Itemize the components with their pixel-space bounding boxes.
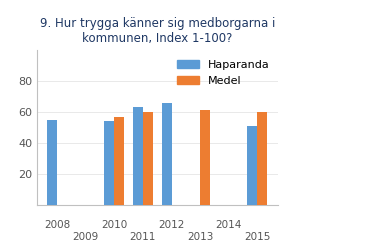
Bar — [133, 107, 143, 205]
Title: 9. Hur trygga känner sig medborgarna i
kommunen, Index 1-100?: 9. Hur trygga känner sig medborgarna i k… — [40, 17, 275, 45]
Text: 2014: 2014 — [216, 220, 242, 230]
Bar — [47, 120, 57, 205]
Text: 2009: 2009 — [73, 232, 99, 242]
Bar — [162, 103, 172, 205]
Bar — [258, 112, 268, 205]
Text: 2015: 2015 — [244, 232, 270, 242]
Bar — [114, 117, 124, 205]
Bar — [248, 126, 258, 205]
Text: 2010: 2010 — [101, 220, 127, 230]
Legend: Haparanda, Medel: Haparanda, Medel — [172, 56, 274, 90]
Text: 2012: 2012 — [158, 220, 185, 230]
Bar — [200, 110, 210, 205]
Bar — [143, 112, 153, 205]
Text: 2008: 2008 — [44, 220, 70, 230]
Text: 2013: 2013 — [187, 232, 213, 242]
Bar — [104, 121, 114, 205]
Text: 2011: 2011 — [130, 232, 156, 242]
